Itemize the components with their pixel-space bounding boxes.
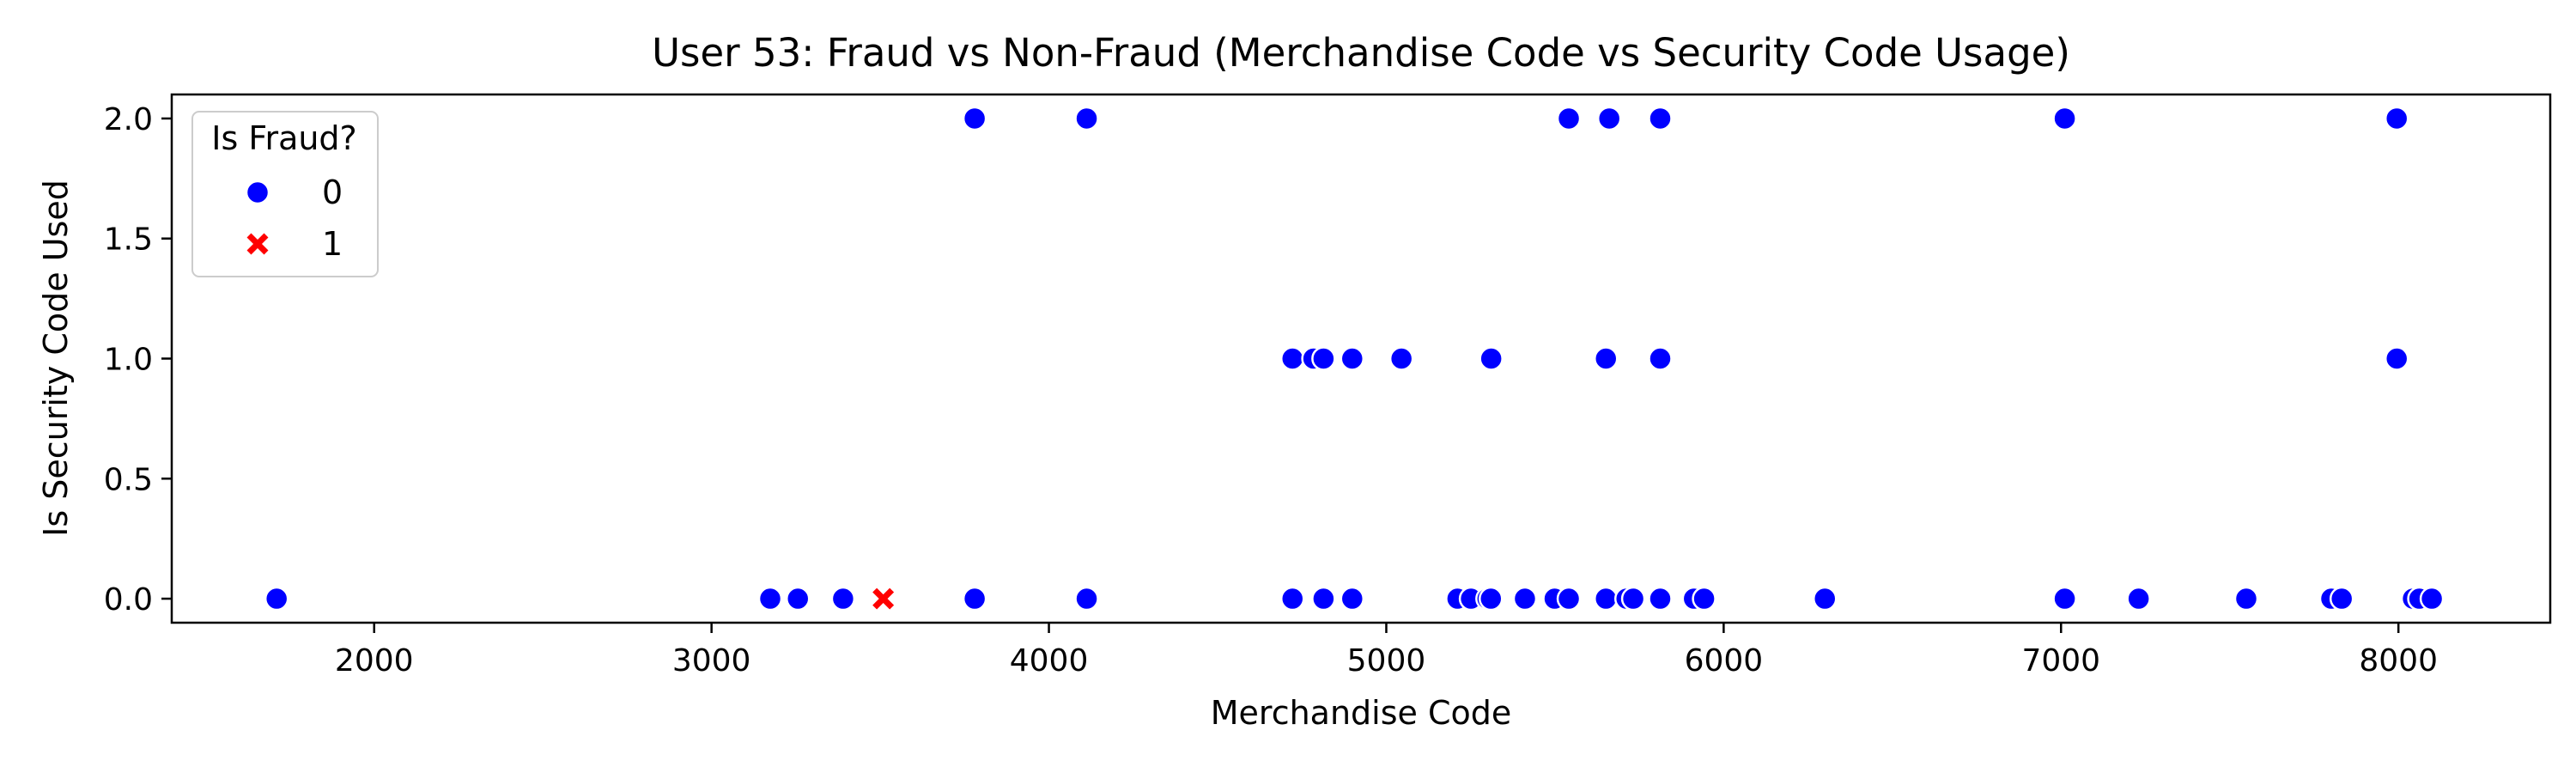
- data-point-non-fraud: [1340, 586, 1365, 612]
- y-axis: 0.0 0.5 1.0 1.5 2.0: [104, 102, 172, 618]
- data-point-non-fraud: [1388, 346, 1414, 371]
- data-point-non-fraud: [1556, 106, 1582, 131]
- x-marker-stroke: [872, 587, 895, 610]
- data-point-non-fraud: [1812, 586, 1838, 612]
- chart-title: User 53: Fraud vs Non-Fraud (Merchandise…: [652, 30, 2070, 76]
- x-axis: 2000 3000 4000 5000 6000 7000 8000: [335, 623, 2438, 679]
- data-point-non-fraud: [1648, 586, 1673, 612]
- data-point-non-fraud: [1648, 106, 1673, 131]
- data-point-non-fraud: [1279, 586, 1305, 612]
- data-point-non-fraud: [1692, 586, 1716, 612]
- data-point-non-fraud: [2052, 106, 2077, 131]
- data-point-non-fraud: [2052, 586, 2077, 612]
- legend-marker-fraud: [246, 233, 269, 255]
- x-tick-label: 4000: [1010, 643, 1089, 679]
- data-point-non-fraud: [2384, 106, 2409, 131]
- data-point-non-fraud: [1620, 586, 1646, 612]
- data-point-non-fraud: [1479, 586, 1504, 612]
- data-point-non-fraud: [1074, 106, 1099, 131]
- y-tick-label: 1.5: [104, 222, 153, 258]
- y-tick-label: 2.0: [104, 102, 153, 137]
- data-point-non-fraud: [962, 586, 987, 612]
- data-point-non-fraud: [1556, 586, 1582, 612]
- x-tick-label: 8000: [2359, 643, 2438, 679]
- y-tick-label: 1.0: [104, 343, 153, 378]
- data-point-non-fraud: [962, 106, 987, 131]
- data-point-non-fraud: [757, 586, 783, 612]
- data-point-non-fraud: [785, 586, 811, 612]
- y-tick-label: 0.5: [104, 462, 153, 497]
- y-axis-label: Is Security Code Used: [37, 180, 75, 537]
- data-point-non-fraud: [1594, 586, 1619, 612]
- data-point-non-fraud: [1340, 346, 1365, 371]
- data-point-non-fraud: [1648, 346, 1673, 371]
- data-point-non-fraud: [264, 586, 289, 612]
- legend: Is Fraud? 01: [191, 111, 379, 277]
- data-point-non-fraud: [2329, 586, 2354, 612]
- x-tick-label: 3000: [672, 643, 751, 679]
- data-point-non-fraud: [1512, 586, 1538, 612]
- legend-box: [191, 111, 379, 277]
- data-point-non-fraud: [1279, 346, 1305, 371]
- data-point-non-fraud: [1311, 586, 1336, 612]
- data-point-non-fraud: [1479, 346, 1504, 371]
- data-point-non-fraud: [1594, 346, 1619, 371]
- data-point-non-fraud: [2233, 586, 2259, 612]
- x-marker-stroke: [246, 233, 269, 255]
- data-point-non-fraud: [2419, 586, 2445, 612]
- x-axis-label: Merchandise Code: [1211, 694, 1512, 732]
- data-point-non-fraud: [830, 586, 856, 612]
- data-points: [264, 106, 2445, 612]
- data-point-non-fraud: [1311, 346, 1336, 371]
- x-tick-label: 2000: [335, 643, 414, 679]
- x-tick-label: 7000: [2021, 643, 2100, 679]
- legend-title: Is Fraud?: [211, 119, 356, 157]
- legend-marker-non-fraud: [245, 180, 270, 205]
- legend-label: 0: [322, 173, 343, 211]
- data-point-non-fraud: [2126, 586, 2151, 612]
- legend-entries: 01: [245, 173, 343, 263]
- data-point-fraud: [872, 587, 895, 610]
- y-tick-label: 0.0: [104, 582, 153, 618]
- data-point-non-fraud: [2384, 346, 2409, 371]
- x-tick-label: 5000: [1347, 643, 1426, 679]
- data-point-non-fraud: [1596, 106, 1622, 131]
- legend-label: 1: [322, 225, 343, 263]
- x-tick-label: 6000: [1685, 643, 1764, 679]
- data-point-non-fraud: [1074, 586, 1099, 612]
